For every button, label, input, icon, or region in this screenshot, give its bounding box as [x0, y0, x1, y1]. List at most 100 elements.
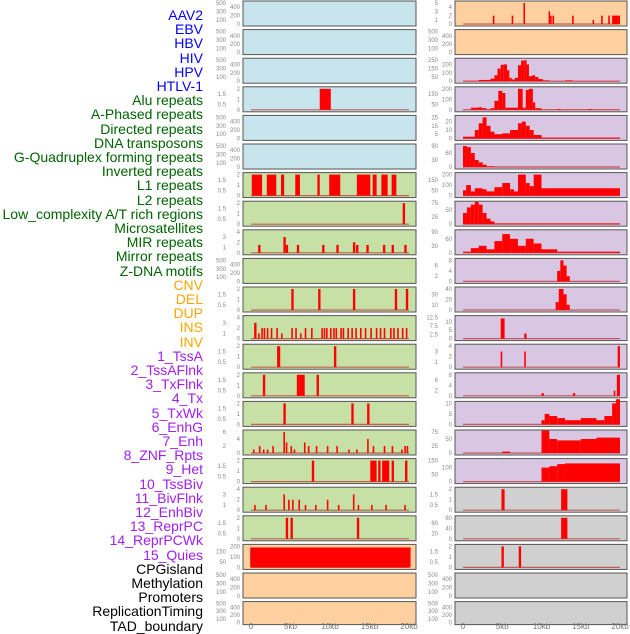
track-panel	[455, 258, 627, 283]
track-panel	[243, 287, 416, 312]
track-panel	[455, 573, 627, 598]
data-bar	[264, 328, 266, 339]
data-bar	[530, 186, 534, 195]
data-bar	[298, 500, 300, 511]
data-bar	[405, 461, 407, 482]
y-tick-label: 0	[449, 480, 453, 486]
y-tick-label: 0	[449, 337, 453, 343]
data-bar	[463, 213, 467, 224]
y-tick-label: 0.5	[218, 188, 227, 194]
data-bar	[493, 16, 495, 24]
data-bar	[283, 403, 285, 424]
x-tick-label: 5kb	[284, 622, 297, 630]
y-tick-label: 100	[216, 132, 227, 138]
y-tick-label: 30	[431, 158, 438, 164]
y-tick-label: 100	[428, 46, 439, 52]
x-tick-label: 0	[249, 622, 254, 630]
data-bar	[498, 91, 502, 110]
y-tick-label: 25	[431, 444, 438, 450]
data-bar	[283, 432, 285, 453]
y-tick-label: 100	[216, 161, 227, 167]
y-tick-label: 500	[428, 573, 439, 579]
data-bar	[407, 446, 409, 453]
data-bar	[308, 446, 310, 453]
data-bar	[573, 393, 575, 396]
x-tick-label: 0	[461, 622, 466, 630]
data-bar	[300, 333, 302, 338]
data-bar	[510, 239, 518, 253]
data-bar	[524, 60, 526, 81]
x-tick-label: 20kb	[400, 622, 418, 630]
y-tick-label: 5	[449, 412, 453, 418]
data-bar	[565, 463, 620, 481]
data-bar	[561, 489, 567, 510]
x-tick-label: 10kb	[533, 622, 551, 630]
y-tick-label: 300	[216, 67, 227, 73]
data-bar	[502, 452, 510, 453]
data-bar	[471, 248, 479, 253]
data-bar	[490, 79, 494, 82]
data-bar	[521, 61, 524, 82]
data-bar	[524, 334, 526, 339]
data-bar	[378, 461, 380, 482]
data-bar	[502, 93, 505, 110]
y-tick-label: 4	[449, 383, 453, 389]
y-tick-label: 0	[449, 22, 453, 28]
y-tick-label: 25	[431, 215, 438, 221]
data-bar	[304, 443, 306, 454]
y-tick-label: 400	[230, 605, 241, 611]
track-panel	[243, 58, 416, 83]
data-bar	[467, 147, 471, 167]
data-bar	[479, 205, 483, 225]
y-tick-label: 1	[449, 555, 453, 561]
y-tick-label: 0.5	[218, 303, 227, 309]
y-tick-label: 5	[449, 328, 453, 334]
x-tick-label: 20kb	[611, 622, 629, 630]
y-tick-label: 0	[449, 251, 453, 257]
data-bar	[565, 80, 573, 81]
data-bar	[281, 333, 283, 338]
y-tick-label: 0	[449, 79, 453, 85]
y-tick-label: 1	[237, 183, 241, 189]
data-bar	[483, 117, 487, 138]
data-bar	[366, 245, 368, 253]
y-tick-label: 200	[442, 62, 453, 68]
data-bar	[504, 64, 507, 81]
data-bar	[549, 416, 557, 424]
data-bar	[351, 403, 353, 424]
data-bar	[526, 239, 534, 253]
data-bar	[567, 276, 570, 281]
y-tick-label: 1.5	[218, 206, 227, 212]
y-tick-label: 6	[223, 430, 227, 436]
data-bar	[338, 505, 340, 510]
y-tick-label: 500	[216, 602, 227, 608]
data-bar	[612, 403, 616, 424]
data-bar	[265, 505, 267, 510]
y-tick-label: 1	[237, 526, 241, 532]
y-tick-label: 0	[237, 621, 241, 627]
data-bar	[371, 505, 373, 510]
data-bar	[490, 221, 494, 224]
y-tick-label: 0	[449, 222, 453, 228]
data-bar	[557, 440, 581, 453]
data-bar	[542, 138, 621, 139]
y-tick-label: 0	[449, 279, 453, 285]
data-bar	[367, 403, 369, 424]
track-panel	[243, 573, 416, 598]
y-tick-label: 40	[445, 526, 452, 532]
y-tick-label: 0	[237, 136, 241, 142]
y-tick-label: 100	[216, 18, 227, 24]
y-tick-label: 6	[435, 378, 439, 384]
y-tick-label: 200	[442, 42, 453, 48]
y-tick-label: 200	[442, 586, 453, 592]
data-bar	[403, 203, 405, 224]
data-bar	[483, 213, 487, 224]
data-bar	[297, 375, 305, 396]
data-bar	[550, 16, 552, 24]
data-bar	[479, 80, 491, 81]
data-bar	[373, 175, 377, 196]
data-bar	[397, 328, 399, 339]
y-tick-label: 0	[237, 508, 241, 514]
track-panel	[455, 516, 627, 541]
y-tick-label: 4	[237, 230, 241, 236]
